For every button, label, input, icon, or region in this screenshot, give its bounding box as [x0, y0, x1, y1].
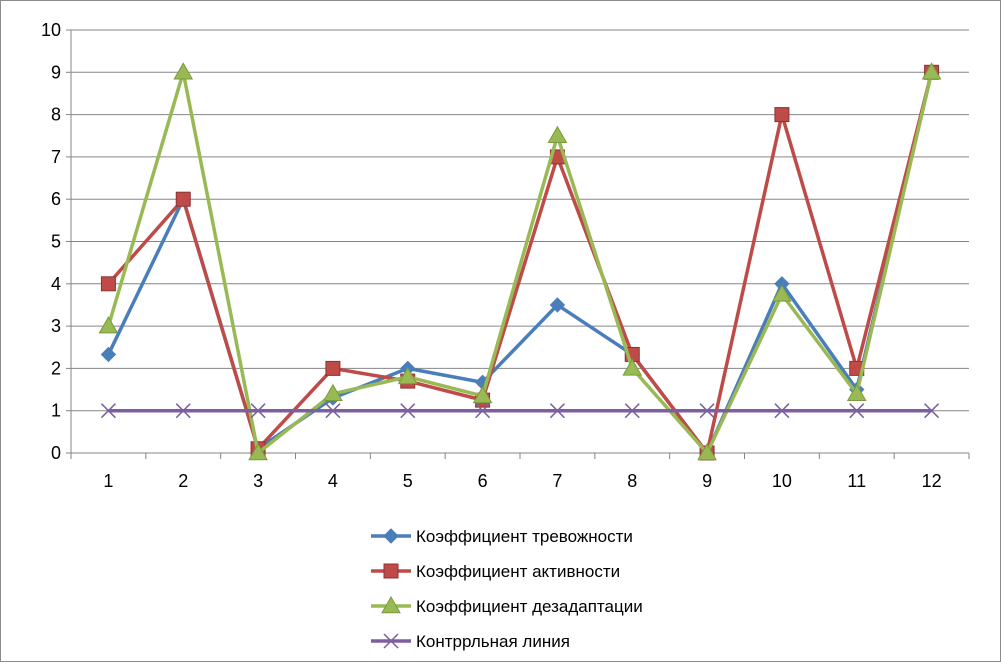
data-point-marker	[400, 403, 416, 419]
series-lines	[98, 62, 942, 461]
data-point-marker	[774, 403, 790, 419]
legend-marker-sample	[383, 633, 399, 649]
legend-label: Коэффициент тревожности	[416, 527, 633, 546]
data-point-marker-stroke-b	[475, 403, 491, 419]
data-point-marker	[849, 403, 865, 419]
data-point-marker	[100, 346, 117, 363]
data-point-marker-stroke-b	[175, 403, 191, 419]
legend-entry-3: Коэффициент дезадаптации	[371, 595, 643, 616]
data-point-marker-stroke-b	[774, 403, 790, 419]
x-tick-label: 4	[328, 471, 338, 491]
x-tick-label: 9	[702, 471, 712, 491]
legend-marker-sample	[383, 563, 399, 579]
y-tick-label: 5	[51, 232, 61, 252]
data-point-marker	[472, 385, 493, 404]
data-point-marker	[100, 276, 116, 292]
y-tick-label: 4	[51, 274, 61, 294]
data-point-marker	[774, 107, 790, 123]
data-point-marker	[325, 360, 341, 376]
series-line	[107, 71, 934, 455]
data-point-marker	[547, 125, 568, 143]
data-point-marker	[98, 316, 119, 334]
y-tick-label: 7	[51, 147, 61, 167]
grid-lines	[71, 29, 969, 412]
data-point-marker-stroke-b	[325, 403, 341, 419]
data-point-marker	[475, 403, 491, 419]
data-point-marker	[325, 403, 341, 419]
data-point-marker-stroke-b	[549, 403, 565, 419]
x-tick-label: 12	[922, 471, 942, 491]
y-tick-label: 8	[51, 105, 61, 125]
y-tick-label: 2	[51, 358, 61, 378]
data-point-marker	[175, 403, 191, 419]
y-tick-label: 1	[51, 401, 61, 421]
y-tick-label: 9	[51, 62, 61, 82]
data-point-marker-stroke-b	[250, 403, 266, 419]
data-point-marker	[697, 442, 717, 461]
data-point-marker	[549, 403, 565, 419]
legend-entry-4: Контррльная линия	[371, 632, 570, 651]
legend-entry-1: Коэффициент тревожности	[371, 527, 633, 546]
y-tick-label: 3	[51, 316, 61, 336]
x-tick-label: 8	[627, 471, 637, 491]
data-point-marker-stroke-b	[624, 403, 640, 419]
legend: Коэффициент тревожности Коэффициент актив…	[371, 527, 643, 651]
y-tick-label: 6	[51, 189, 61, 209]
data-point-marker-stroke-b	[100, 403, 116, 419]
legend-label: Коэффициент дезадаптации	[416, 597, 643, 616]
data-point-marker	[924, 403, 940, 419]
data-point-marker	[772, 284, 792, 302]
x-tick-labels: 1 2 3 4 5 6 7 8 9 10 11 12	[103, 471, 941, 491]
data-point-marker	[100, 403, 116, 419]
legend-label: Контррльная линия	[416, 632, 570, 651]
data-point-marker	[323, 383, 343, 402]
x-tick-label: 7	[552, 471, 562, 491]
data-point-marker	[699, 403, 715, 419]
data-point-marker	[250, 403, 266, 419]
data-point-marker-stroke-b	[924, 403, 940, 419]
x-tick-label: 5	[403, 471, 413, 491]
data-point-marker	[248, 442, 268, 461]
legend-label: Коэффициент активности	[416, 562, 620, 581]
x-tick-label: 10	[772, 471, 792, 491]
data-point-marker	[549, 297, 566, 313]
data-point-marker-stroke-b	[699, 403, 715, 419]
data-point-marker	[175, 191, 191, 207]
x-tick-label: 3	[253, 471, 263, 491]
x-tick-label: 6	[478, 471, 488, 491]
data-point-marker	[622, 358, 643, 376]
legend-marker-sample	[383, 528, 399, 544]
data-point-marker	[173, 62, 194, 80]
x-tick-label: 2	[178, 471, 188, 491]
data-point-marker	[846, 383, 867, 402]
y-tick-label: 0	[51, 443, 61, 463]
data-point-marker	[921, 62, 942, 80]
data-point-marker-stroke-b	[849, 403, 865, 419]
legend-marker-sample-stroke-b	[383, 633, 399, 649]
x-tick-label: 1	[103, 471, 113, 491]
series-4	[100, 403, 940, 419]
y-tick-labels: 0 1 2 3 4 5 6 7 8 9 10	[41, 20, 61, 463]
axes	[66, 29, 970, 459]
data-point-marker-stroke-b	[400, 403, 416, 419]
y-tick-label: 10	[41, 20, 61, 40]
data-point-marker	[397, 366, 418, 385]
legend-entry-2: Коэффициент активности	[371, 562, 620, 581]
data-point-marker	[624, 403, 640, 419]
series-line	[106, 70, 934, 455]
legend-marker-sample	[381, 595, 401, 614]
series-3	[98, 62, 942, 461]
x-tick-label: 11	[847, 471, 866, 491]
